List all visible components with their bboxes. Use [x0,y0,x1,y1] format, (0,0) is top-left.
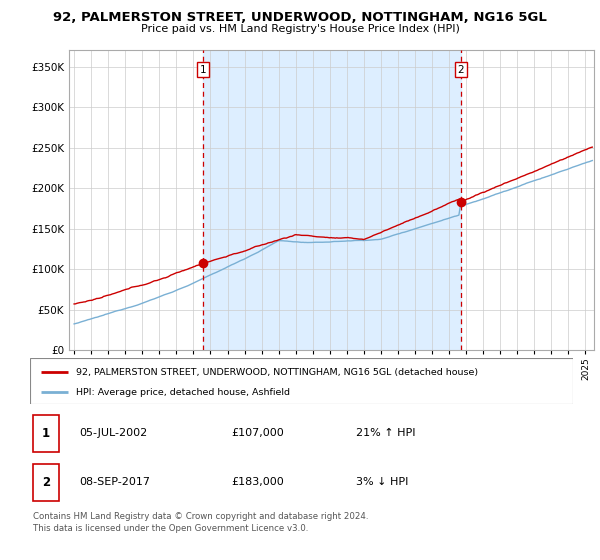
Text: 21% ↑ HPI: 21% ↑ HPI [356,428,415,438]
Text: £183,000: £183,000 [231,477,284,487]
FancyBboxPatch shape [33,414,59,452]
Text: Price paid vs. HM Land Registry's House Price Index (HPI): Price paid vs. HM Land Registry's House … [140,24,460,34]
Text: 1: 1 [199,65,206,75]
Text: 92, PALMERSTON STREET, UNDERWOOD, NOTTINGHAM, NG16 5GL (detached house): 92, PALMERSTON STREET, UNDERWOOD, NOTTIN… [76,368,478,377]
Text: 08-SEP-2017: 08-SEP-2017 [79,477,150,487]
Text: 92, PALMERSTON STREET, UNDERWOOD, NOTTINGHAM, NG16 5GL: 92, PALMERSTON STREET, UNDERWOOD, NOTTIN… [53,11,547,24]
Text: Contains HM Land Registry data © Crown copyright and database right 2024.
This d: Contains HM Land Registry data © Crown c… [33,512,368,533]
FancyBboxPatch shape [33,464,59,501]
Text: 05-JUL-2002: 05-JUL-2002 [79,428,147,438]
Text: 1: 1 [41,427,50,440]
Text: 2: 2 [458,65,464,75]
Text: 3% ↓ HPI: 3% ↓ HPI [356,477,408,487]
Bar [203,50,461,350]
Text: HPI: Average price, detached house, Ashfield: HPI: Average price, detached house, Ashf… [76,388,290,397]
Text: £107,000: £107,000 [231,428,284,438]
Text: 2: 2 [41,475,50,489]
